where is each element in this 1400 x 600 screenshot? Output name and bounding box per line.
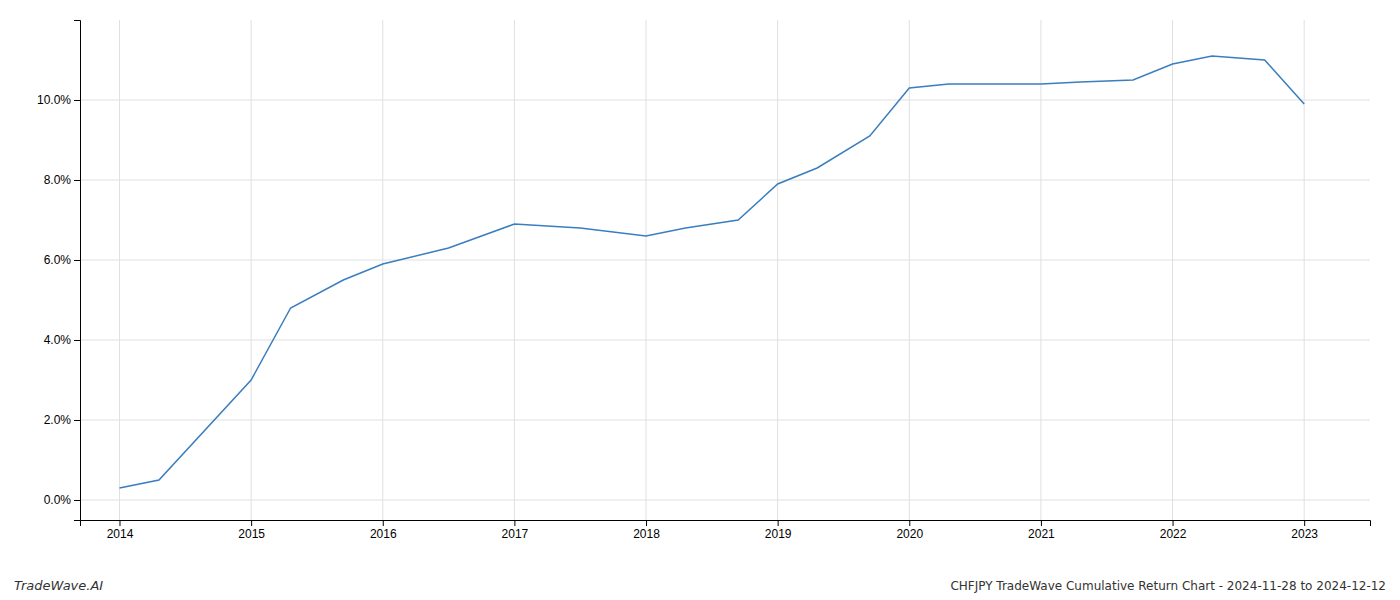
y-tick: 10.0% xyxy=(37,93,80,107)
x-tick: 2014 xyxy=(107,520,134,541)
x-grid-line xyxy=(1172,20,1173,520)
y-tick: 2.0% xyxy=(44,413,80,427)
x-grid-line xyxy=(119,20,120,520)
x-tick: 2023 xyxy=(1291,520,1318,541)
x-grid-line xyxy=(1304,20,1305,520)
annotation: TradeWave.AI xyxy=(14,578,103,593)
title: CHFJPY TradeWave Cumulative Return Chart… xyxy=(950,579,1386,593)
x-tick: 2020 xyxy=(896,520,923,541)
x-tick-mark xyxy=(251,520,252,526)
x-tick-label: 2014 xyxy=(107,527,134,541)
x-tick: 2019 xyxy=(765,520,792,541)
y-tick: 0.0% xyxy=(44,493,80,507)
plot: 2014 2015 2016 2017 2018 2019 2020 2021 2022 2023… xyxy=(37,20,1371,541)
x-tick-mark xyxy=(119,520,120,526)
line xyxy=(119,56,1304,488)
y-tick-mark xyxy=(74,500,80,501)
x-tick-mark xyxy=(778,520,779,526)
y-tick-label: 8.0% xyxy=(44,173,72,187)
y-tick-mark xyxy=(74,100,80,101)
x-tick: 2015 xyxy=(238,520,265,541)
y-tick: 6.0% xyxy=(44,253,80,267)
y-grid-line xyxy=(80,100,1370,101)
x-grid-line xyxy=(382,20,383,520)
y-grid-line xyxy=(80,260,1370,261)
x-axis-line xyxy=(81,521,1371,527)
x-grid-line xyxy=(1040,20,1041,520)
x-tick-mark xyxy=(1304,520,1305,526)
y-axis: 0.0% 2.0% 4.0% 6.0% 8.0% 10.0% xyxy=(37,21,81,521)
x-tick: 2016 xyxy=(370,520,397,541)
y-tick-label: 2.0% xyxy=(44,413,72,427)
x-tick-label: 2019 xyxy=(765,527,792,541)
y-tick-label: 0.0% xyxy=(44,493,72,507)
x-tick-label: 2022 xyxy=(1160,527,1187,541)
y-tick-mark xyxy=(74,420,80,421)
y-tick-mark xyxy=(74,180,80,181)
marks xyxy=(119,56,1304,488)
x-grid-line xyxy=(514,20,515,520)
x-tick-mark xyxy=(646,520,647,526)
x-tick-mark xyxy=(909,520,910,526)
y-axis-line xyxy=(74,21,81,521)
y-grid-line xyxy=(80,500,1370,501)
x-tick-label: 2015 xyxy=(238,527,265,541)
x-tick-label: 2023 xyxy=(1291,527,1318,541)
x-tick: 2022 xyxy=(1160,520,1187,541)
x-tick-mark xyxy=(1173,520,1174,526)
x-grid-line xyxy=(251,20,252,520)
x-tick: 2021 xyxy=(1028,520,1055,541)
x-tick-mark xyxy=(514,520,515,526)
y-tick-mark xyxy=(74,260,80,261)
x-grid-line xyxy=(777,20,778,520)
y-grid-line xyxy=(80,180,1370,181)
y-tick-label: 4.0% xyxy=(44,333,72,347)
y-tick-mark xyxy=(74,340,80,341)
x-tick-mark xyxy=(383,520,384,526)
x-tick-label: 2021 xyxy=(1028,527,1055,541)
x-tick-label: 2018 xyxy=(633,527,660,541)
y-tick: 4.0% xyxy=(44,333,80,347)
y-grid-line xyxy=(80,420,1370,421)
x-tick-label: 2017 xyxy=(502,527,529,541)
x-axis: 2014 2015 2016 2017 2018 2019 2020 2021 2022 2023 xyxy=(81,520,1371,541)
chart: 2014 2015 2016 2017 2018 2019 2020 2021 2022 2023… xyxy=(0,0,1400,600)
y-tick-label: 6.0% xyxy=(44,253,72,267)
x-tick-mark xyxy=(1041,520,1042,526)
x-tick: 2018 xyxy=(633,520,660,541)
x-grid-line xyxy=(646,20,647,520)
x-tick-label: 2016 xyxy=(370,527,397,541)
x-tick: 2017 xyxy=(502,520,529,541)
y-tick: 8.0% xyxy=(44,173,80,187)
grid xyxy=(80,20,1370,520)
y-tick-label: 10.0% xyxy=(37,93,71,107)
x-tick-label: 2020 xyxy=(896,527,923,541)
x-grid-line xyxy=(909,20,910,520)
